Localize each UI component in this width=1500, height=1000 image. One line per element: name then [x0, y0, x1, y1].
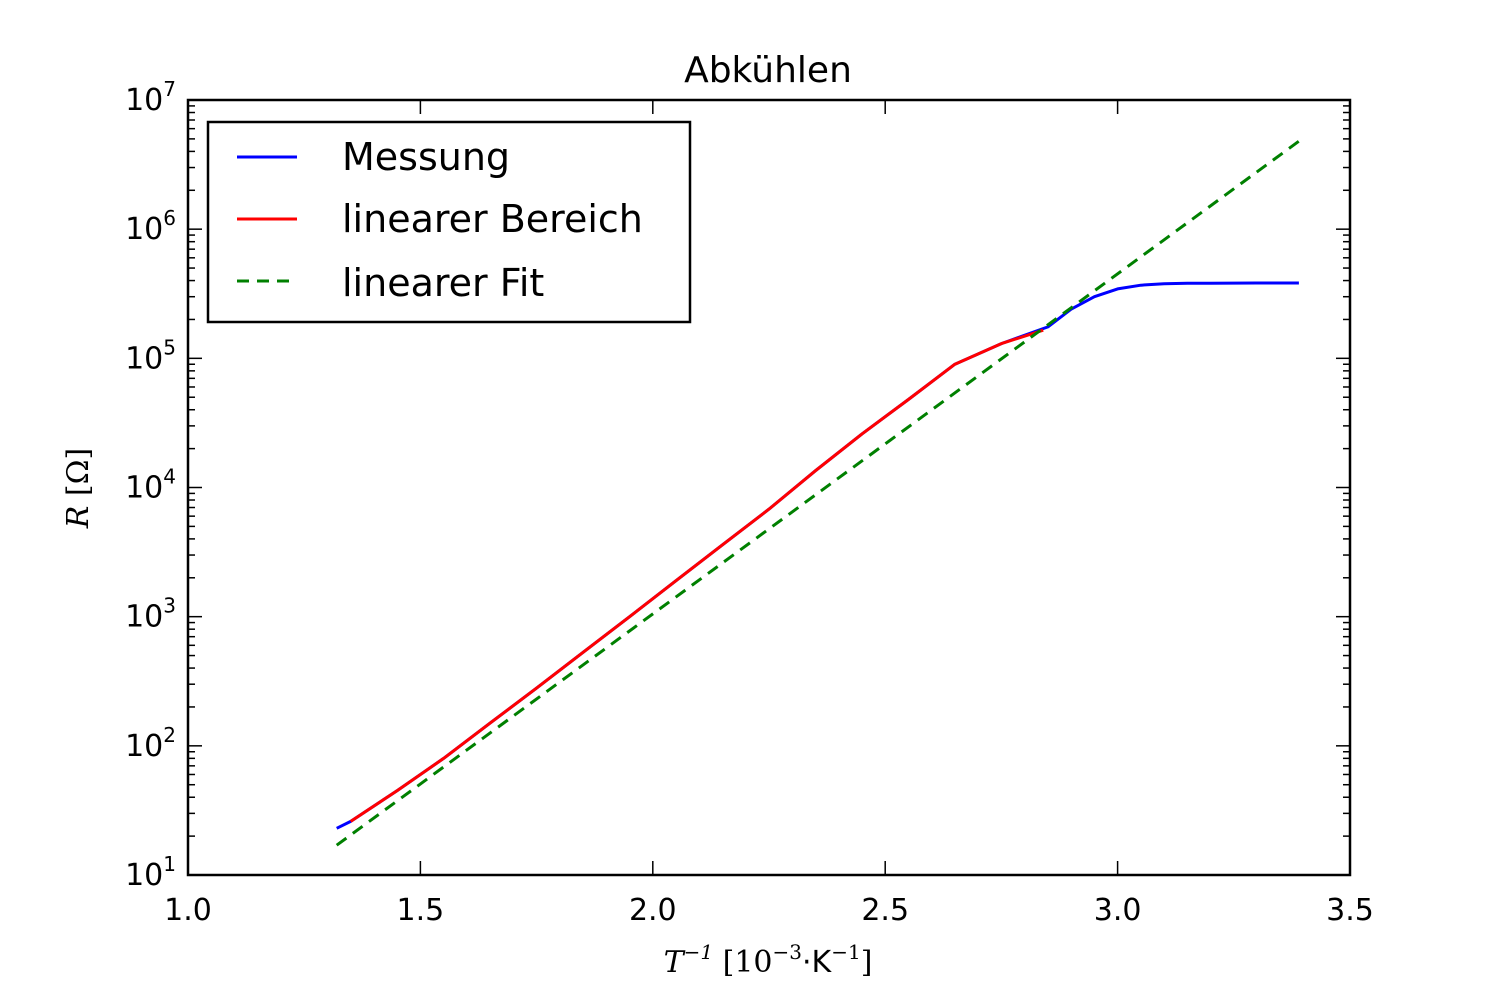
legend-label-messung: Messung	[342, 135, 510, 179]
x-axis-unit-exponent-1: −3	[773, 940, 802, 964]
y-tick-label: 105	[125, 335, 176, 376]
y-axis-unit: [Ω]	[61, 448, 96, 506]
x-axis-unit-close: ]	[861, 945, 873, 980]
series-line-linearer-bereich	[349, 328, 1044, 823]
legend: Messung linearer Bereich linearer Fit	[206, 120, 692, 324]
x-tick-label: 3.0	[1094, 893, 1142, 928]
y-tick-label: 103	[125, 594, 176, 635]
x-axis-symbol: T	[664, 945, 686, 980]
x-axis-label: T−1 [10−3·K−1]	[664, 940, 873, 980]
series-layer	[335, 139, 1300, 847]
x-tick-label: 2.5	[861, 893, 909, 928]
x-axis-unit-open: [10	[713, 945, 772, 980]
x-axis-unit-middle: ·K	[802, 945, 833, 980]
y-tick-label: 107	[125, 77, 176, 118]
x-axis-unit-exponent-2: −1	[831, 940, 860, 964]
x-axis-symbol-exponent: −1	[684, 940, 713, 964]
legend-label-linearer-bereich: linearer Bereich	[342, 197, 643, 241]
x-tick-label: 2.0	[629, 893, 677, 928]
y-axis-label: R [Ω]	[61, 448, 96, 529]
plot-area-frame	[186, 98, 1352, 877]
y-tick-label: 106	[125, 206, 176, 247]
x-tick-label: 1.5	[397, 893, 445, 928]
x-tick-label: 1.0	[164, 893, 212, 928]
y-tick-label: 101	[125, 852, 176, 893]
legend-label-linearer-fit: linearer Fit	[342, 261, 544, 305]
x-tick-label: 3.5	[1326, 893, 1374, 928]
chart-title: Abkühlen	[684, 50, 852, 91]
y-tick-label: 104	[125, 465, 176, 506]
y-tick-label: 102	[125, 723, 176, 764]
legend-frame	[206, 120, 692, 324]
y-axis-symbol: R	[61, 506, 96, 530]
